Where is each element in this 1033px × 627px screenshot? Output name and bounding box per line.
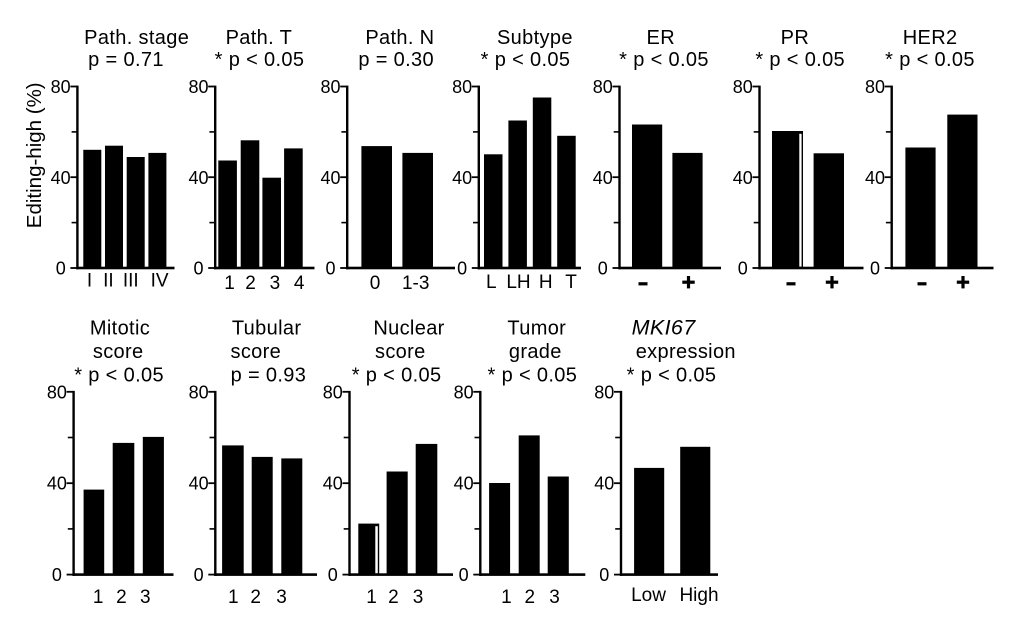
svg-text:0: 0 [193,259,203,279]
svg-text:1: 1 [228,587,239,608]
svg-text:80: 80 [865,77,885,97]
svg-text:40: 40 [452,168,472,188]
svg-text:1: 1 [501,587,512,608]
svg-text:* p < 0.05: * p < 0.05 [74,364,164,386]
svg-text:MKI67: MKI67 [632,316,697,340]
svg-text:0: 0 [870,259,880,279]
svg-text:0: 0 [194,565,204,585]
svg-text:40: 40 [320,168,340,188]
svg-text:PR: PR [781,27,809,49]
svg-text:* p < 0.05: * p < 0.05 [352,364,442,386]
svg-text:0: 0 [52,565,62,585]
svg-text:0: 0 [738,259,748,279]
svg-text:score: score [230,341,281,363]
svg-text:Tubular: Tubular [232,318,302,340]
svg-text:1-3: 1-3 [402,273,429,294]
svg-text:p = 0.30: p = 0.30 [358,49,434,71]
svg-text:* p < 0.05: * p < 0.05 [215,49,305,71]
svg-text:LH: LH [506,272,530,293]
svg-text:H: H [539,272,553,293]
svg-text:* p < 0.05: * p < 0.05 [885,49,975,71]
svg-text:High: High [679,585,718,606]
svg-text:* p < 0.05: * p < 0.05 [755,49,845,71]
svg-text:40: 40 [865,168,885,188]
svg-text:80: 80 [454,382,474,402]
svg-text:L: L [486,272,497,293]
svg-text:Tumor: Tumor [507,318,566,340]
svg-text:40: 40 [454,474,474,494]
svg-text:II: II [103,271,114,292]
svg-text:80: 80 [452,77,472,97]
svg-text:2: 2 [250,587,261,608]
svg-text:0: 0 [599,565,609,585]
svg-text:40: 40 [47,474,67,494]
svg-text:p = 0.93: p = 0.93 [231,364,307,386]
svg-text:* p < 0.05: * p < 0.05 [619,49,709,71]
svg-text:grade: grade [509,341,562,363]
svg-text:80: 80 [593,77,613,97]
svg-text:Low: Low [631,585,666,606]
svg-text:0: 0 [325,259,335,279]
svg-text:40: 40 [593,168,613,188]
svg-text:80: 80 [189,382,209,402]
svg-text:0: 0 [370,273,381,294]
svg-text:80: 80 [51,77,71,97]
svg-text:Editing-high (%): Editing-high (%) [23,82,46,228]
svg-text:p = 0.71: p = 0.71 [88,49,164,71]
svg-text:* p < 0.05: * p < 0.05 [488,364,578,386]
svg-text:* p < 0.05: * p < 0.05 [627,364,717,386]
svg-text:40: 40 [51,168,71,188]
svg-text:3: 3 [270,273,281,294]
svg-text:80: 80 [47,382,67,402]
svg-text:I: I [87,271,92,292]
svg-text:40: 40 [189,474,209,494]
svg-text:80: 80 [323,382,343,402]
svg-text:3: 3 [413,587,424,608]
svg-text:Path. T: Path. T [226,27,293,49]
svg-text:Path. stage: Path. stage [84,27,189,49]
svg-text:40: 40 [188,168,208,188]
svg-text:40: 40 [733,168,753,188]
svg-text:ER: ER [647,27,675,49]
svg-text:Subtype: Subtype [497,27,573,49]
svg-text:Nuclear: Nuclear [373,318,444,340]
svg-text:80: 80 [188,77,208,97]
svg-text:4: 4 [294,273,305,294]
svg-text:80: 80 [594,382,614,402]
svg-text:1: 1 [224,273,235,294]
svg-text:80: 80 [320,77,340,97]
svg-text:3: 3 [276,587,287,608]
svg-text:2: 2 [388,587,399,608]
svg-text:score: score [375,341,426,363]
svg-text:2: 2 [525,587,536,608]
svg-text:2: 2 [116,587,127,608]
svg-text:Path. N: Path. N [365,27,434,49]
svg-text:HER2: HER2 [903,27,958,49]
svg-text:1: 1 [366,587,377,608]
svg-text:0: 0 [459,565,469,585]
svg-text:T: T [565,272,577,293]
svg-text:0: 0 [598,259,608,279]
svg-text:score: score [93,341,144,363]
svg-text:40: 40 [594,474,614,494]
svg-text:1: 1 [93,587,104,608]
svg-text:IV: IV [151,271,169,292]
svg-text:0: 0 [328,565,338,585]
svg-text:expression: expression [636,341,736,363]
svg-text:3: 3 [549,587,560,608]
svg-text:40: 40 [323,474,343,494]
svg-text:0: 0 [56,259,66,279]
svg-text:Mitotic: Mitotic [90,318,150,340]
svg-text:0: 0 [457,259,467,279]
svg-text:80: 80 [733,77,753,97]
svg-text:2: 2 [245,273,256,294]
svg-text:* p < 0.05: * p < 0.05 [481,49,571,71]
svg-text:III: III [123,271,139,292]
svg-text:3: 3 [140,587,151,608]
